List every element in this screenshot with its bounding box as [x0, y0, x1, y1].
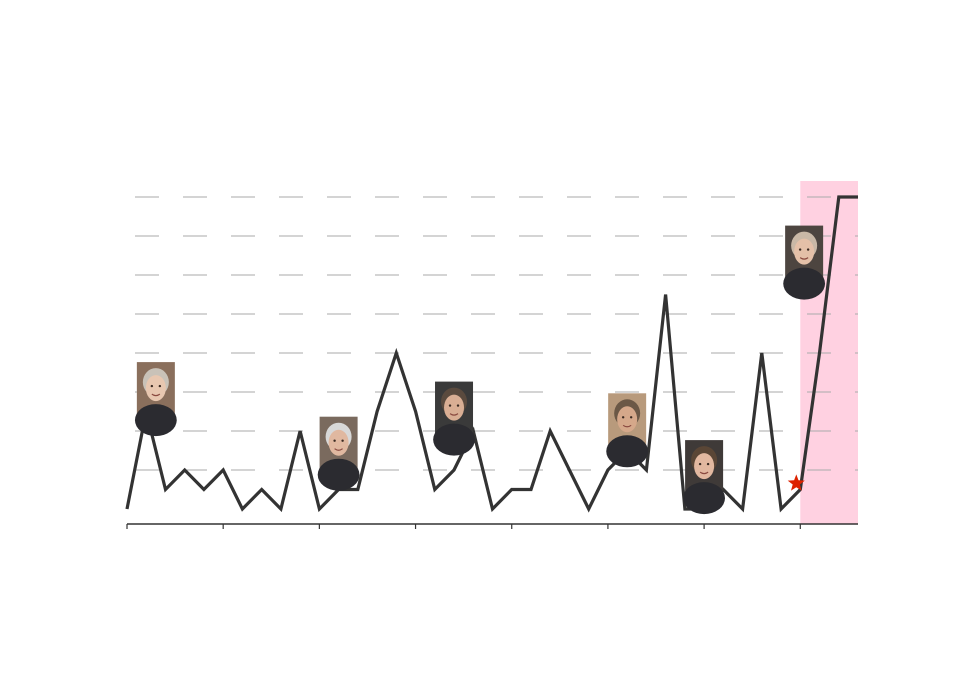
- brown-portrait: [606, 393, 649, 468]
- portrait-mouth: [622, 424, 632, 428]
- portrait-eye: [706, 462, 710, 466]
- portrait-mouth: [799, 257, 809, 260]
- portrait-face: [617, 406, 638, 433]
- portrait-eye: [333, 439, 336, 442]
- portrait-mouth: [334, 448, 343, 451]
- thatcher-portrait: [134, 362, 177, 437]
- portrait-eye: [150, 384, 154, 388]
- portrait-eye: [806, 248, 810, 251]
- portrait-eye: [698, 462, 702, 466]
- portrait-eye: [621, 416, 625, 419]
- portrait-mouth: [449, 413, 459, 416]
- major-portrait: [317, 416, 360, 491]
- portrait-face: [145, 375, 166, 402]
- portrait-shoulders: [134, 404, 177, 437]
- portrait-eye: [158, 384, 162, 388]
- portrait-shoulders: [433, 423, 475, 456]
- portrait-eye: [629, 416, 633, 419]
- portrait-face: [328, 429, 349, 456]
- portrait-face: [694, 453, 715, 480]
- portrait-mouth: [151, 393, 161, 397]
- portrait-shoulders: [317, 458, 360, 491]
- cameron-portrait: [683, 440, 726, 515]
- portrait-eye: [448, 404, 452, 407]
- portrait-eye: [456, 404, 460, 407]
- portrait-eye: [798, 248, 802, 251]
- may-portrait: [783, 225, 826, 300]
- portrait-shoulders: [683, 482, 726, 515]
- series-line: [125, 195, 858, 513]
- portrait-face: [444, 394, 465, 421]
- portrait-eye: [341, 439, 344, 442]
- blair-portrait: [433, 381, 475, 456]
- portrait-face: [794, 238, 815, 265]
- star-marker: [787, 474, 805, 491]
- portrait-mouth: [699, 471, 709, 475]
- portrait-shoulders: [606, 435, 649, 468]
- portrait-shoulders: [783, 267, 826, 300]
